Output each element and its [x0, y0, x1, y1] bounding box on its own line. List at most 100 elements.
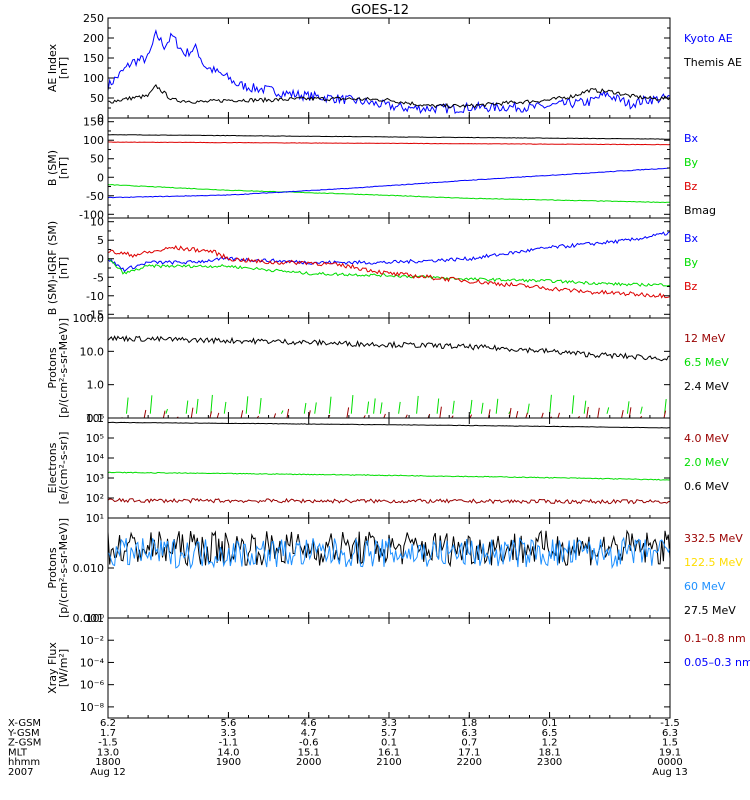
y-tick-label: 1.0: [87, 379, 105, 392]
series-line-0.6-mev: [108, 421, 670, 429]
y-tick-label: 10⁻²: [80, 634, 104, 647]
y-tick-label: 10: [90, 216, 104, 229]
x-tick-label: 17.1: [458, 747, 480, 758]
series-line-kyoto-ae: [108, 29, 670, 115]
y-axis-label: [nT]: [57, 57, 70, 79]
legend-entry: 2.4 MeV: [684, 380, 729, 393]
x-tick-label: 0.7: [461, 738, 477, 749]
x-tick-label: 3.3: [220, 728, 236, 739]
y-axis-label: B (SM)-IGRF (SM): [46, 221, 59, 315]
legend-entry: By: [684, 156, 699, 169]
y-axis-label: [W/m²]: [57, 649, 70, 687]
legend-entry: 60 MeV: [684, 580, 726, 593]
y-axis-label: [e/(cm²-s-sr)]: [57, 432, 70, 505]
panel-protons_low: 0.1 1.0 10.0 100.0 Protons[p/(cm²-s-sr-MeV)]…: [46, 312, 729, 425]
series-line-60-mev: [108, 536, 670, 570]
y-tick-label: 0: [97, 112, 104, 125]
y-tick-label: -50: [86, 190, 104, 203]
x-row-label: hhmm: [8, 757, 40, 768]
legend-entry: Kyoto AE: [684, 32, 733, 45]
x-tick-label: 2000: [296, 757, 321, 768]
series-line-bmag: [108, 134, 670, 140]
y-axis-label: AE Index: [46, 43, 59, 92]
x-tick-label: 6.5: [542, 728, 558, 739]
y-axis-label: B (SM): [46, 150, 59, 186]
y-tick-label: 10⁻⁴: [80, 656, 105, 669]
y-axis-label: [nT]: [57, 157, 70, 179]
x-tick-label: 4.7: [301, 728, 317, 739]
x-tick-label: 16.1: [378, 747, 400, 758]
x-tick-label: -1.1: [219, 738, 239, 749]
y-tick-label: 0.1: [87, 412, 105, 425]
y-tick-label: 10⁵: [86, 432, 104, 445]
x-tick-label: Aug 12: [90, 767, 125, 778]
legend-entry: 2.0 MeV: [684, 456, 729, 469]
legend-entry: Bz: [684, 280, 698, 293]
legend-entry: Bmag: [684, 204, 716, 217]
x-row-label: 2007: [8, 767, 33, 778]
y-tick-label: 10³: [86, 472, 104, 485]
series-line-27.5-mev: [108, 529, 670, 568]
x-tick-label: 0000: [657, 757, 682, 768]
y-tick-label: 10⁰: [86, 612, 105, 625]
legend-entry: Bx: [684, 232, 699, 245]
y-axis-label: [p/(cm²-s-sr-MeV)]: [57, 318, 70, 418]
legend-entry: 122.5 MeV: [684, 556, 743, 569]
x-tick-label: 1900: [216, 757, 241, 768]
y-tick-label: 10¹: [86, 512, 104, 525]
y-tick-label: 0.010: [73, 562, 105, 575]
series-line-by: [108, 257, 670, 287]
y-tick-label: 150: [83, 52, 104, 65]
y-axis-label: Protons: [46, 547, 59, 588]
x-tick-label: 5.6: [220, 718, 236, 729]
x-tick-label: 15.1: [298, 747, 320, 758]
legend-entry: Bz: [684, 180, 698, 193]
panel-frame: [107, 117, 671, 219]
x-tick-label: -1.5: [98, 738, 118, 749]
legend-entry: Bx: [684, 132, 699, 145]
y-tick-label: 50: [90, 92, 104, 105]
x-tick-label: 0.1: [542, 718, 558, 729]
panel-ae: 0 50 100 150 200 250 AE Index[nT] Kyoto AE Themi…: [46, 12, 742, 125]
y-tick-label: 0: [97, 253, 104, 266]
legend-entry: By: [684, 256, 699, 269]
y-tick-label: -100: [79, 208, 104, 221]
x-tick-label: 1800: [95, 757, 120, 768]
y-tick-label: 50: [90, 153, 104, 166]
y-tick-label: 10.0: [80, 345, 105, 358]
y-axis-label: [p/(cm²-s-sr-MeV)]: [57, 518, 70, 618]
legend-entry: 6.5 MeV: [684, 356, 729, 369]
legend-entry: 332.5 MeV: [684, 532, 743, 545]
x-tick-label: 2200: [457, 757, 482, 768]
y-tick-label: 0: [97, 171, 104, 184]
y-tick-label: 10⁶: [86, 412, 105, 425]
x-tick-label: 6.3: [461, 728, 477, 739]
x-tick-label: 1.2: [542, 738, 558, 749]
legend-entry: 0.1–0.8 nm: [684, 632, 746, 645]
x-tick-label: -1.5: [660, 718, 680, 729]
x-tick-label: 1.7: [100, 728, 116, 739]
y-tick-label: 10⁻⁶: [80, 679, 105, 692]
series-line-bx: [108, 231, 670, 273]
x-tick-label: 18.1: [538, 747, 560, 758]
series-line-4.0-mev: [108, 497, 670, 505]
series-line-themis-ae: [108, 84, 670, 109]
y-axis-label: Electrons: [46, 442, 59, 493]
y-tick-label: -15: [86, 308, 104, 321]
series-line-bz: [108, 245, 670, 299]
y-tick-label: 100: [83, 72, 104, 85]
panel-protons_high: 0.001 0.010 Protons[p/(cm²-s-sr-MeV)] 332.5…: [46, 517, 743, 625]
y-tick-label: -5: [93, 271, 104, 284]
series-line-bx: [108, 167, 670, 199]
x-tick-label: 14.0: [217, 747, 239, 758]
legend-entry: 12 MeV: [684, 332, 726, 345]
x-tick-label: 1.5: [662, 738, 678, 749]
x-tick-label: 1.8: [461, 718, 477, 729]
y-tick-label: 150: [83, 116, 104, 129]
series-line-6.5-mev: [126, 394, 667, 414]
y-tick-label: 200: [83, 32, 104, 45]
x-tick-label: 13.0: [97, 747, 119, 758]
panel-frame: [107, 617, 671, 719]
